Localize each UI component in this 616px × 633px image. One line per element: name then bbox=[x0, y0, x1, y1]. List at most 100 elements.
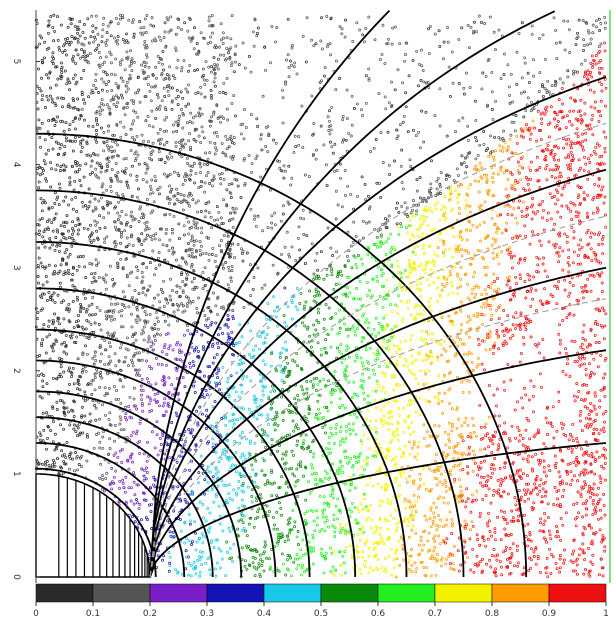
scatter-point bbox=[111, 133, 115, 137]
scatter-point bbox=[347, 355, 351, 359]
scatter-point bbox=[58, 322, 61, 326]
scatter-point bbox=[249, 207, 253, 211]
scatter-point bbox=[447, 433, 451, 436]
scatter-point bbox=[62, 272, 66, 276]
scatter-point bbox=[395, 522, 399, 526]
scatter-point bbox=[112, 331, 116, 335]
scatter-point bbox=[179, 90, 183, 94]
scatter-point bbox=[264, 167, 268, 171]
scatter-point bbox=[506, 178, 510, 181]
scatter-point bbox=[501, 342, 505, 346]
scatter-point bbox=[584, 162, 588, 166]
scatter-point bbox=[134, 338, 138, 342]
scatter-point bbox=[507, 194, 510, 198]
scatter-point bbox=[171, 348, 175, 352]
scatter-point bbox=[320, 527, 324, 531]
scatter-point bbox=[59, 23, 63, 27]
scatter-point bbox=[59, 263, 63, 267]
scatter-point bbox=[432, 549, 436, 553]
scatter-point bbox=[260, 560, 264, 563]
scatter-point bbox=[482, 142, 486, 146]
scatter-point bbox=[224, 416, 228, 420]
scatter-point bbox=[581, 355, 585, 358]
scatter-point bbox=[176, 341, 180, 344]
scatter-point bbox=[403, 500, 406, 504]
scatter-point bbox=[350, 266, 354, 270]
scatter-point bbox=[215, 561, 219, 565]
scatter-point bbox=[62, 370, 66, 374]
scatter-point bbox=[219, 216, 223, 220]
scatter-point bbox=[39, 308, 43, 312]
scatter-point bbox=[78, 163, 82, 167]
scatter-point bbox=[487, 285, 491, 288]
scatter-point bbox=[331, 391, 335, 395]
scatter-point bbox=[593, 419, 597, 422]
scatter-point bbox=[399, 222, 403, 226]
scatter-point bbox=[561, 102, 565, 106]
scatter-point bbox=[381, 271, 385, 275]
scatter-point bbox=[524, 126, 528, 130]
scatter-point bbox=[307, 412, 311, 416]
scatter-point bbox=[227, 492, 231, 496]
scatter-point bbox=[314, 277, 318, 281]
scatter-point bbox=[545, 163, 549, 167]
scatter-point bbox=[436, 395, 440, 399]
scatter-point bbox=[414, 510, 418, 514]
scatter-point bbox=[192, 243, 196, 247]
scatter-point bbox=[584, 367, 588, 371]
scatter-point bbox=[321, 425, 325, 429]
scatter-point bbox=[557, 470, 561, 474]
scatter-point bbox=[400, 204, 404, 208]
scatter-point bbox=[424, 271, 428, 275]
scatter-point bbox=[585, 231, 589, 235]
scatter-point bbox=[53, 29, 57, 33]
scatter-point bbox=[381, 241, 385, 245]
scatter-point bbox=[314, 42, 318, 46]
scatter-point bbox=[230, 269, 234, 273]
scatter-point bbox=[386, 527, 390, 531]
scatter-point bbox=[150, 85, 154, 89]
scatter-point bbox=[414, 570, 418, 574]
scatter-point bbox=[566, 163, 570, 167]
scatter-point bbox=[292, 429, 296, 433]
scatter-point bbox=[71, 106, 75, 110]
scatter-point bbox=[416, 452, 420, 456]
scatter-point bbox=[295, 351, 299, 355]
scatter-point bbox=[250, 488, 254, 492]
scatter-point bbox=[140, 467, 144, 471]
scatter-point bbox=[393, 375, 397, 379]
scatter-point bbox=[275, 527, 279, 531]
scatter-point bbox=[229, 211, 233, 215]
scatter-point bbox=[370, 294, 374, 298]
scatter-point bbox=[480, 571, 484, 574]
scatter-point bbox=[157, 192, 161, 196]
scatter-point bbox=[110, 89, 114, 92]
scatter-point bbox=[198, 248, 202, 252]
scatter-point bbox=[471, 416, 475, 420]
scatter-point bbox=[558, 557, 562, 561]
scatter-point bbox=[159, 333, 163, 337]
scatter-point bbox=[121, 290, 125, 294]
scatter-point bbox=[550, 84, 554, 88]
scatter-point bbox=[574, 43, 578, 47]
scatter-point bbox=[407, 369, 411, 372]
scatter-point bbox=[418, 196, 422, 200]
scatter-point bbox=[80, 145, 84, 149]
scatter-point bbox=[528, 278, 531, 282]
scatter-point bbox=[322, 378, 326, 382]
scatter-point bbox=[142, 26, 146, 29]
scatter-point bbox=[459, 563, 463, 567]
scatter-point bbox=[280, 475, 284, 479]
scatter-point bbox=[404, 53, 407, 56]
scatter-point bbox=[210, 14, 214, 18]
scatter-point bbox=[232, 94, 236, 98]
scatter-point bbox=[522, 135, 525, 139]
scatter-point bbox=[94, 79, 98, 82]
scatter-point bbox=[120, 309, 124, 313]
scatter-point bbox=[528, 242, 532, 246]
scatter-point bbox=[280, 513, 284, 517]
scatter-point bbox=[339, 460, 343, 464]
scatter-point bbox=[53, 264, 57, 268]
scatter-point bbox=[381, 345, 385, 349]
scatter-point bbox=[409, 270, 413, 273]
